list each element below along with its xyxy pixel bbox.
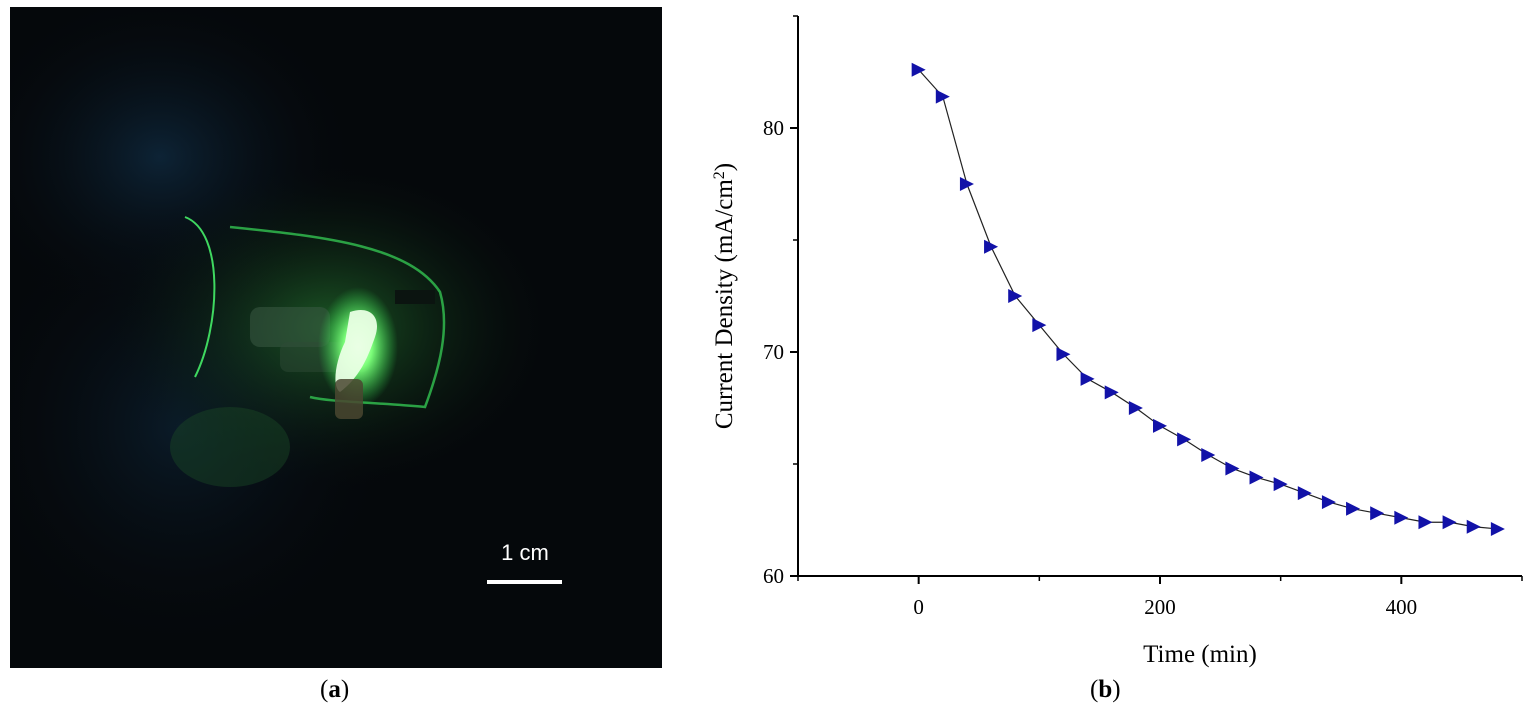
data-point xyxy=(935,89,950,104)
scale-bar-label: 1 cm xyxy=(501,540,549,565)
y-tick-label: 70 xyxy=(763,340,784,364)
clip-tab xyxy=(395,290,435,304)
data-point xyxy=(1201,448,1216,463)
data-point xyxy=(1346,501,1361,516)
panel-b-label: (b) xyxy=(1090,676,1121,703)
device-photo xyxy=(10,7,662,668)
current-density-chart: 0 200 400 60 70 80 Time (min) Current Density… xyxy=(711,15,1523,668)
data-point xyxy=(1104,385,1119,400)
data-point xyxy=(1128,401,1143,415)
data-point xyxy=(1080,371,1095,386)
data-point xyxy=(959,177,974,191)
x-tick-label: 200 xyxy=(1144,595,1176,619)
data-point xyxy=(1008,289,1023,303)
panel-a-label: (a) xyxy=(320,676,350,703)
data-point xyxy=(1177,432,1192,447)
x-tick-label: 400 xyxy=(1386,595,1418,619)
photo-illustration xyxy=(10,7,662,668)
scale-bar xyxy=(487,580,562,584)
data-point xyxy=(1490,521,1505,536)
data-point xyxy=(1056,347,1071,362)
y-tick-label: 60 xyxy=(763,564,784,588)
data-point xyxy=(1370,506,1385,521)
chart-axes xyxy=(797,16,1522,577)
clip-block xyxy=(250,307,330,347)
data-point xyxy=(1442,515,1457,530)
finger-reflection xyxy=(170,407,290,487)
data-point xyxy=(1273,477,1288,492)
x-axis-label: Time (min) xyxy=(1143,641,1257,668)
film-edge-left xyxy=(184,216,216,378)
y-tick-label: 80 xyxy=(763,116,784,140)
data-point xyxy=(1153,418,1167,433)
data-point xyxy=(1032,318,1047,333)
y-axis-label: Current Density (mA/cm2) xyxy=(711,163,739,429)
contact-clip xyxy=(335,379,363,419)
data-point xyxy=(1321,495,1336,510)
emitter-core xyxy=(335,309,378,392)
chart-series xyxy=(911,62,1505,536)
data-point xyxy=(911,62,926,77)
series-line xyxy=(918,69,1498,530)
data-point xyxy=(1466,519,1481,534)
data-point xyxy=(1225,461,1240,476)
data-point xyxy=(1297,486,1312,501)
data-point xyxy=(1249,470,1264,485)
data-point xyxy=(1418,515,1433,530)
chart-ticks: 0 200 400 60 70 80 xyxy=(763,15,1523,619)
x-tick-label: 0 xyxy=(913,595,924,619)
data-point xyxy=(984,239,999,254)
data-point xyxy=(1394,510,1409,525)
